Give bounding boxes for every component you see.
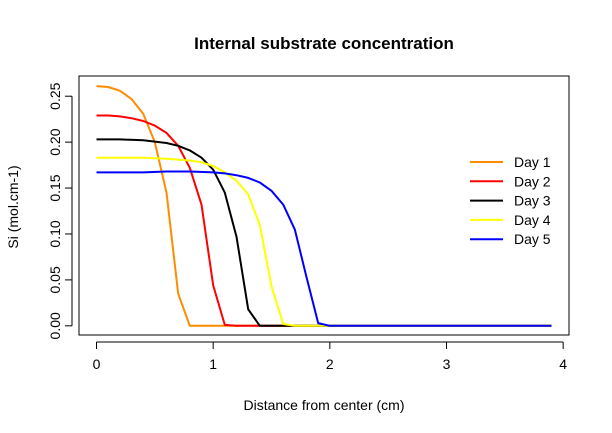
legend-item-day-4: Day 4 [470,212,551,228]
x-axis: 0 1 2 3 4 [93,341,567,372]
y-tick-label: 0.20 [47,128,63,155]
y-tick-label: 0.00 [47,312,63,339]
y-tick-label: 0.25 [47,82,63,109]
x-axis-label: Distance from center (cm) [243,397,404,413]
chart-title: Internal substrate concentration [194,34,454,53]
y-tick-label: 0.10 [47,220,63,247]
legend-item-day-3: Day 3 [470,193,551,209]
legend-item-day-1: Day 1 [470,154,551,170]
x-tick-label: 0 [93,356,101,372]
x-tick-label: 3 [443,356,451,372]
x-tick-label: 1 [209,356,217,372]
legend-label: Day 1 [514,154,551,170]
y-tick-label: 0.15 [47,174,63,201]
y-tick-label: 0.05 [47,266,63,293]
x-tick-label: 2 [326,356,334,372]
series-layer [96,85,552,327]
plot-area-frame [78,75,570,336]
legend-label: Day 3 [514,193,551,209]
series-line-day-1 [96,85,552,327]
y-axis: 0.00 0.05 0.10 0.15 0.20 0.25 [47,82,73,339]
legend-item-day-5: Day 5 [470,231,551,247]
legend-label: Day 5 [514,231,551,247]
legend-label: Day 4 [514,212,551,228]
y-axis-label: Si (mol.cm-1) [5,165,21,248]
legend: Day 1 Day 2 Day 3 Day 4 Day 5 [470,154,551,247]
legend-label: Day 2 [514,173,551,189]
x-tick-label: 4 [559,356,567,372]
series-line-day-5 [96,170,552,327]
legend-item-day-2: Day 2 [470,173,551,189]
series-line-day-3 [96,138,552,327]
